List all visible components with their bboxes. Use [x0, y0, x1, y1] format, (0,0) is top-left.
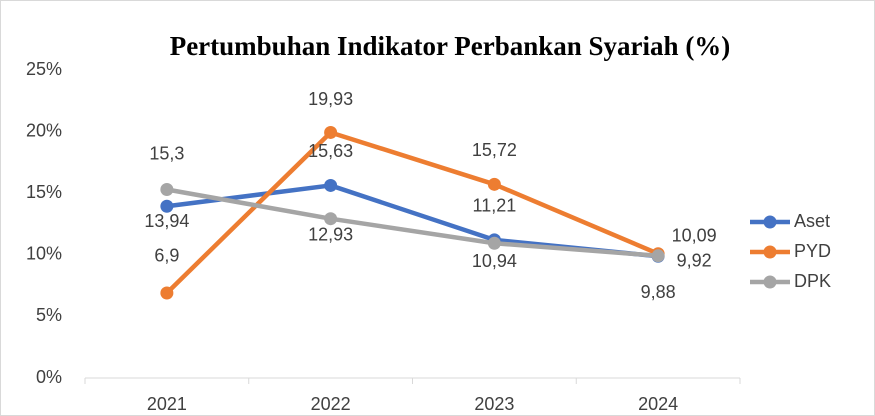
x-tick-label: 2021 — [147, 394, 187, 414]
y-tick-label: 0% — [36, 367, 62, 387]
y-tick-label: 20% — [26, 120, 62, 140]
data-label: 15,72 — [472, 140, 517, 160]
marker — [487, 177, 501, 191]
y-tick-label: 10% — [26, 244, 62, 264]
y-tick-label: 25% — [26, 59, 62, 79]
marker — [651, 249, 665, 263]
x-tick-label: 2023 — [474, 394, 514, 414]
marker — [160, 183, 174, 197]
legend-marker — [763, 245, 777, 259]
x-tick-label: 2022 — [311, 394, 351, 414]
data-label: 10,94 — [472, 251, 517, 271]
data-label: 11,21 — [473, 196, 517, 216]
line — [166, 187, 659, 259]
marker — [160, 286, 174, 300]
data-label: 6,9 — [154, 246, 179, 266]
marker — [160, 199, 174, 213]
legend-label: DPK — [794, 271, 831, 291]
chart-title: Pertumbuhan Indikator Perbankan Syariah … — [170, 31, 731, 61]
legend-marker — [763, 215, 777, 229]
data-label: 19,93 — [308, 89, 353, 109]
marker — [487, 236, 501, 250]
marker — [324, 178, 338, 192]
marker — [324, 212, 338, 226]
y-tick-label: 15% — [26, 182, 62, 202]
legend-marker — [763, 275, 777, 289]
data-label: 9,92 — [677, 251, 712, 271]
data-label: 12,93 — [308, 224, 353, 244]
data-label: 15,63 — [308, 141, 353, 161]
data-label: 15,3 — [149, 143, 184, 163]
x-tick-label: 2024 — [638, 394, 678, 414]
data-label: 13,94 — [144, 211, 189, 231]
data-label: 10,09 — [672, 225, 717, 245]
data-label: 9,88 — [641, 282, 676, 302]
y-tick-label: 5% — [36, 305, 62, 325]
legend-label: PYD — [794, 241, 831, 261]
legend-label: Aset — [794, 211, 830, 231]
marker — [324, 125, 338, 139]
line — [165, 130, 660, 295]
